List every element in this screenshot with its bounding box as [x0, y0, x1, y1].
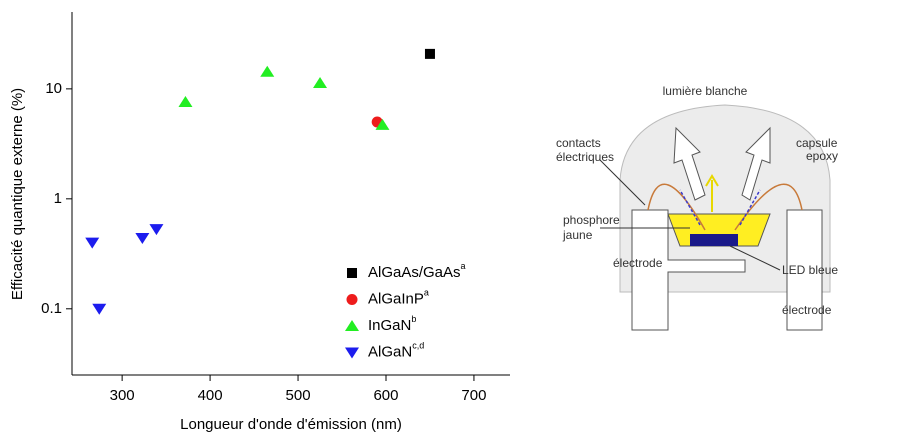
x-tick-label: 500 [286, 387, 311, 404]
legend-note: a [461, 261, 466, 271]
legend-note: b [411, 314, 416, 324]
y-axis-title: Efficacité quantique externe (%) [9, 88, 26, 300]
diagram-label: capsule [796, 136, 838, 150]
marker [424, 48, 435, 59]
legend-name: AlGaInP [368, 290, 424, 307]
marker [135, 233, 150, 245]
legend-label: AlGaInPa [368, 288, 429, 308]
wire [647, 183, 706, 231]
diagram-label: électrode [613, 256, 663, 270]
light-arrow [673, 126, 706, 201]
diagram-label: lumière blanche [663, 84, 748, 98]
legend-name: AlGaN [368, 343, 412, 360]
legend-label: AlGaAs/GaAsa [368, 261, 466, 281]
diagram-label: phosphore [563, 213, 620, 227]
y-tick-label: 0.1 [41, 300, 62, 317]
legend-label: AlGaNc,d [368, 341, 424, 361]
diagram-label: LED bleue [782, 263, 838, 277]
light-arrow [741, 126, 771, 201]
diagram-label: epoxy [806, 149, 838, 163]
marker [85, 237, 100, 249]
diagram-label: jaune [562, 228, 593, 242]
marker [178, 95, 193, 107]
capsule-shape [619, 104, 831, 293]
marker [149, 224, 164, 236]
blue-ray [679, 189, 761, 226]
marker [313, 77, 328, 89]
marker [345, 347, 359, 359]
led-diagram: lumière blanche capsule epoxy contacts é… [556, 84, 838, 331]
legend-name: AlGaAs/GaAs [368, 264, 461, 281]
left-electrode [631, 209, 746, 331]
marker [345, 320, 359, 331]
pointer [599, 159, 646, 206]
legend-note: c,d [412, 341, 424, 351]
legend-name: InGaN [368, 317, 411, 334]
marker [92, 303, 107, 315]
marker [347, 268, 357, 278]
y-tick-label: 1 [54, 190, 62, 207]
y-tick-label: 10 [45, 80, 62, 97]
diagram-label: contacts [556, 136, 601, 150]
x-tick-label: 600 [373, 387, 398, 404]
diagram-label: électrode [782, 303, 832, 317]
yellow-ray [705, 174, 719, 212]
legend-note: a [424, 288, 429, 298]
marker [375, 118, 390, 130]
x-axis-title: Longueur d'onde d'émission (nm) [180, 416, 402, 433]
x-tick-label: 300 [110, 387, 135, 404]
x-tick-label: 400 [198, 387, 223, 404]
x-tick-label: 700 [461, 387, 486, 404]
marker [346, 294, 358, 305]
marker [260, 65, 275, 77]
led-chip [690, 234, 738, 246]
legend-label: InGaNb [368, 314, 416, 334]
diagram-label: électriques [556, 150, 614, 164]
pointer [729, 245, 781, 271]
right-electrode [786, 209, 823, 331]
